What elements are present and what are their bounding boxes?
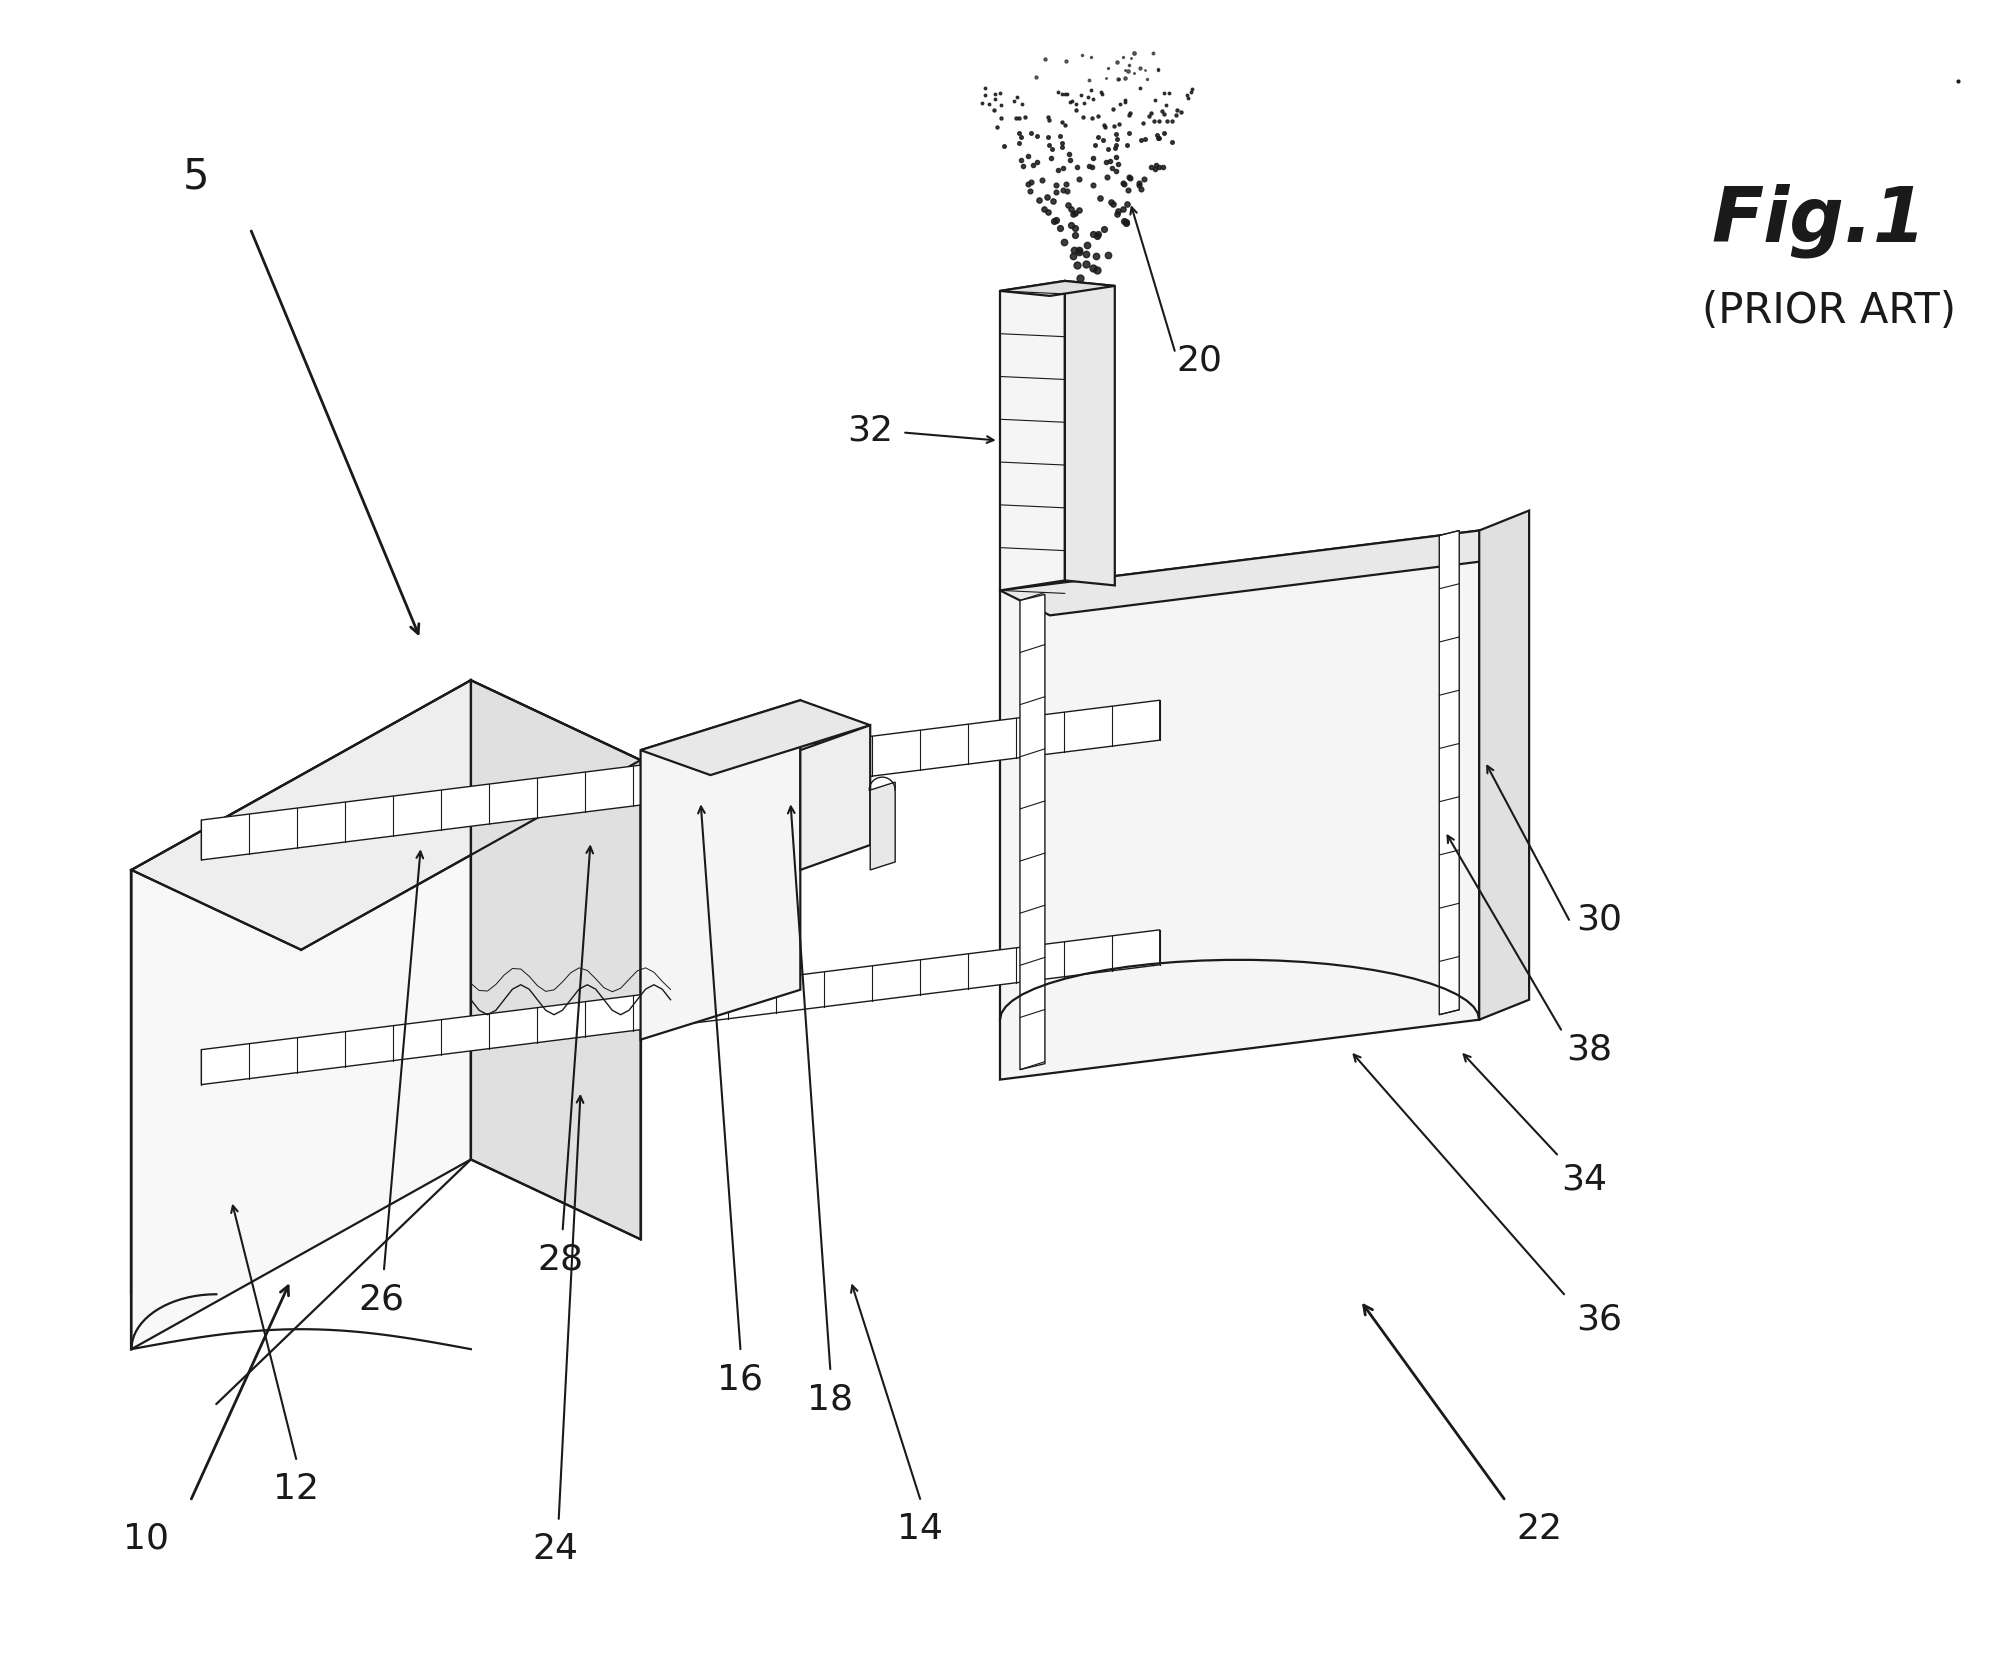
Text: 18: 18 bbox=[807, 1382, 853, 1415]
Text: 36: 36 bbox=[1576, 1303, 1621, 1336]
Polygon shape bbox=[871, 782, 894, 870]
Polygon shape bbox=[641, 700, 871, 776]
Polygon shape bbox=[1440, 531, 1460, 1014]
Text: (PRIOR ART): (PRIOR ART) bbox=[1701, 290, 1956, 332]
Text: 28: 28 bbox=[538, 1242, 584, 1276]
Text: 22: 22 bbox=[1516, 1511, 1562, 1546]
Text: 10: 10 bbox=[124, 1521, 169, 1556]
Polygon shape bbox=[1000, 280, 1116, 296]
Polygon shape bbox=[470, 680, 641, 1239]
Text: 16: 16 bbox=[717, 1362, 763, 1397]
Text: 30: 30 bbox=[1576, 903, 1621, 937]
Text: Fig.1: Fig.1 bbox=[1711, 183, 1926, 259]
Polygon shape bbox=[1020, 594, 1046, 1070]
Text: 24: 24 bbox=[532, 1531, 580, 1567]
Polygon shape bbox=[641, 700, 801, 1039]
Text: 20: 20 bbox=[1177, 344, 1223, 378]
Text: 38: 38 bbox=[1566, 1033, 1612, 1066]
Polygon shape bbox=[801, 725, 871, 870]
Polygon shape bbox=[1000, 280, 1066, 591]
Polygon shape bbox=[201, 930, 1159, 1085]
Text: 26: 26 bbox=[359, 1283, 404, 1316]
Polygon shape bbox=[131, 680, 470, 1350]
Polygon shape bbox=[1480, 510, 1530, 1019]
Text: 12: 12 bbox=[273, 1472, 319, 1506]
Text: 14: 14 bbox=[896, 1511, 942, 1546]
Text: 34: 34 bbox=[1562, 1162, 1608, 1197]
Polygon shape bbox=[1000, 531, 1530, 616]
Polygon shape bbox=[1066, 280, 1116, 586]
Polygon shape bbox=[131, 680, 641, 950]
Polygon shape bbox=[201, 700, 1159, 860]
Polygon shape bbox=[1000, 531, 1480, 1080]
Text: 32: 32 bbox=[847, 413, 892, 448]
Text: 5: 5 bbox=[183, 154, 209, 196]
